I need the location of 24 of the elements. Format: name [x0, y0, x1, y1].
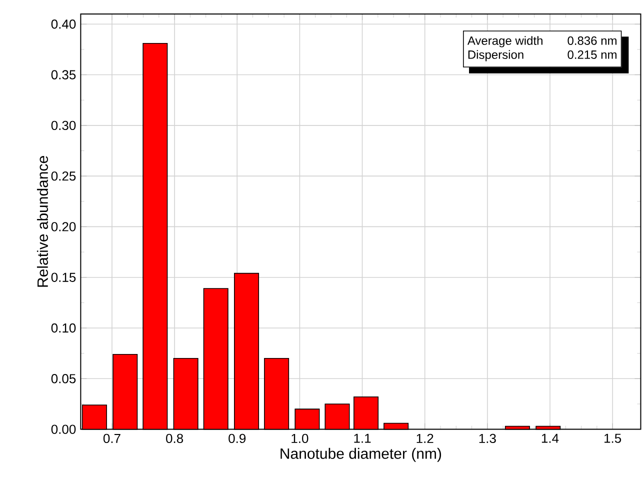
- y-tick-label: 0.00: [51, 424, 76, 434]
- annotation: 0.215 nm: [568, 50, 616, 59]
- y-tick-label: 0.35: [51, 70, 76, 80]
- x-axis-title: Nanotube diameter (nm): [280, 448, 442, 462]
- y-tick-label: 0.30: [51, 120, 76, 130]
- x-tick-label: 1.4: [542, 434, 559, 443]
- x-tick-label: 0.9: [228, 434, 246, 444]
- y-tick-label: 0.20: [51, 222, 76, 232]
- y-tick-label: 0.05: [51, 374, 76, 384]
- x-tick-label: 1.2: [416, 434, 434, 443]
- x-tick-label: 0.8: [166, 434, 184, 444]
- x-tick-label: 1.1: [354, 434, 371, 443]
- x-tick-label: 1.0: [292, 434, 308, 444]
- x-tick-label: 1.5: [604, 434, 622, 443]
- annotation: Dispersion: [468, 50, 524, 62]
- annotation: 0.836 nm: [568, 36, 616, 45]
- y-tick-label: 0.10: [51, 323, 76, 333]
- y-axis-title: Relative abundance: [36, 156, 48, 287]
- annotation: Average width: [467, 36, 542, 48]
- y-tick-label: 0.40: [51, 20, 76, 29]
- y-tick-label: 0.25: [51, 171, 76, 181]
- x-tick-label: 1.3: [479, 434, 496, 444]
- x-tick-label: 0.7: [103, 434, 120, 444]
- y-tick-label: 0.15: [51, 272, 76, 282]
